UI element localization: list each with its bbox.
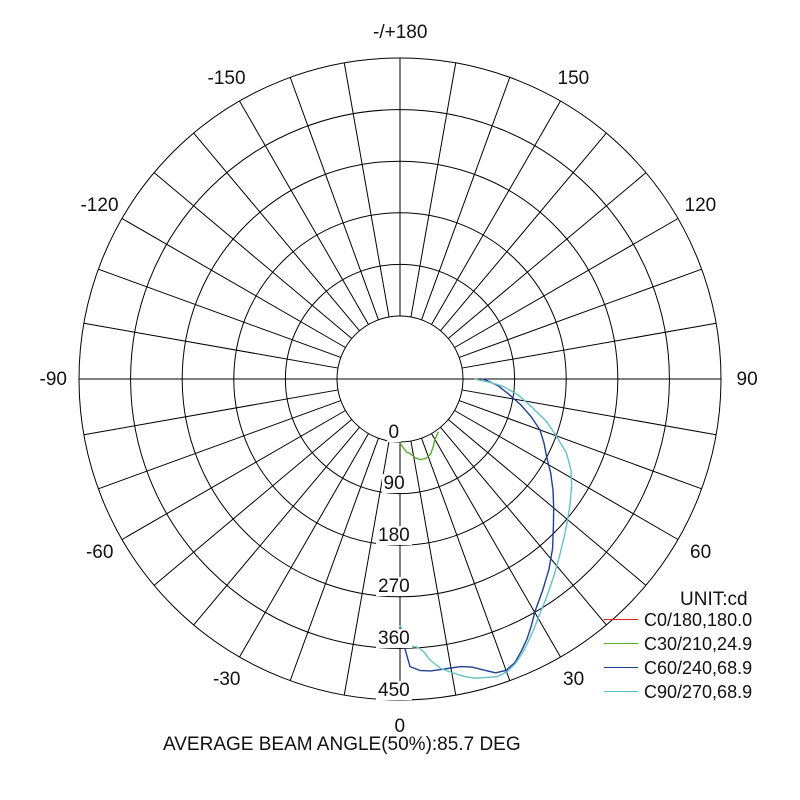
spoke-line (459, 268, 702, 358)
series-curve-2 (399, 378, 555, 674)
spoke-line (447, 419, 647, 586)
spoke-line (121, 218, 346, 348)
spoke-line (193, 132, 360, 332)
spoke-line (193, 426, 360, 626)
beam-angle-annotation: AVERAGE BEAM ANGLE(50%):85.7 DEG (163, 734, 521, 755)
angle-label: 30 (563, 669, 585, 690)
angle-label: -150 (207, 67, 246, 89)
series-curve-1 (399, 431, 440, 461)
spoke-line (239, 433, 369, 658)
spoke-line (410, 62, 457, 318)
spoke-line (421, 438, 511, 681)
legend-label: C0/180,180.0 (644, 610, 753, 630)
spoke-line (454, 218, 679, 348)
spoke-line (83, 389, 339, 436)
spoke-line (289, 438, 379, 681)
spoke-line (431, 433, 561, 658)
spoke-line (440, 132, 607, 332)
radial-tick-label: 360 (376, 627, 412, 649)
series-curve-3 (399, 378, 573, 679)
spoke-line (239, 100, 369, 325)
spoke-line (440, 426, 607, 626)
spoke-line (121, 410, 346, 540)
unit-label: UNIT:cd (680, 589, 748, 610)
angle-label: -/+180 (373, 21, 428, 43)
angle-label: 0 (394, 715, 406, 737)
spoke-line (461, 389, 717, 436)
legend-swatch (604, 691, 638, 692)
spoke-line (421, 77, 511, 320)
angle-label: 120 (684, 195, 717, 216)
radial-tick-label: 180 (376, 524, 412, 546)
radial-tick-label: 450 (376, 679, 412, 701)
angle-label: -60 (85, 542, 114, 563)
spoke-line (98, 400, 341, 490)
spoke-line (153, 172, 353, 339)
legend-swatch (604, 619, 638, 620)
series-curves (399, 378, 573, 679)
spoke-line (459, 400, 702, 490)
legend-label: C30/210,24.9 (644, 634, 753, 654)
spoke-line (447, 172, 647, 339)
angle-label: 60 (690, 542, 712, 563)
legend-label: C60/240,68.9 (644, 658, 753, 678)
angle-label: -120 (80, 195, 119, 216)
angle-label: 150 (557, 67, 590, 89)
angle-label: -90 (39, 368, 67, 390)
spoke-line (431, 100, 561, 325)
spoke-line (343, 62, 390, 318)
polar-grid (78, 57, 722, 701)
spoke-line (98, 268, 341, 358)
angle-label: -30 (213, 669, 241, 690)
angle-label: 90 (736, 368, 758, 390)
spoke-line (289, 77, 379, 320)
spoke-line (461, 322, 717, 369)
spoke-line (454, 410, 679, 540)
legend-swatch (604, 667, 638, 668)
legend-label: C90/270,68.9 (644, 682, 753, 702)
radial-tick-label: 270 (376, 576, 412, 598)
spoke-line (83, 322, 339, 369)
radial-tick-label: 90 (381, 473, 407, 495)
spoke-line (153, 419, 353, 586)
radial-tick-label: 0 (386, 421, 402, 443)
spoke-line (410, 440, 457, 696)
legend-swatch (604, 643, 638, 644)
